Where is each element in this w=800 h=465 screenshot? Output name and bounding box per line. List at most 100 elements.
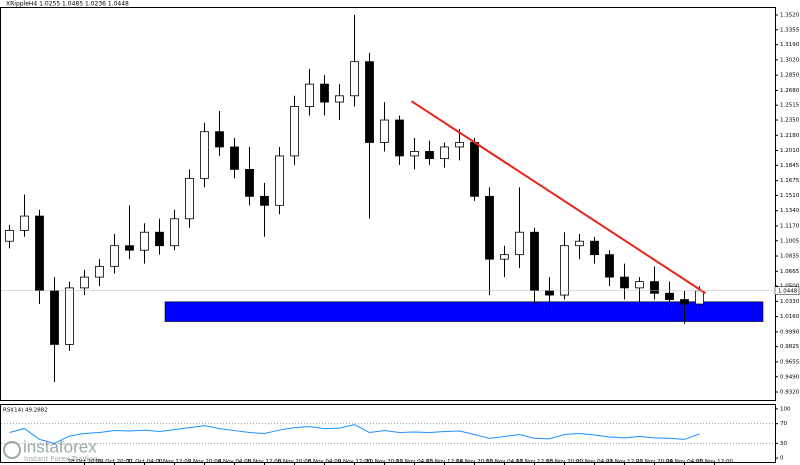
y-tick-label: 0.9490 xyxy=(780,374,800,380)
candle-body xyxy=(560,245,569,296)
x-tick-label: 8 Nov 04:00 xyxy=(308,459,342,465)
candle-body xyxy=(125,245,134,251)
watermark: instaforex Instant Forex Trading xyxy=(3,437,98,463)
candle-body xyxy=(320,83,329,103)
candle-body xyxy=(230,146,239,170)
x-tick-label: 17 Nov 12:00 xyxy=(516,459,554,465)
candle-body xyxy=(290,106,299,157)
candle-body xyxy=(20,215,29,231)
x-tick-label: 12 Nov 04:00 xyxy=(396,459,434,465)
logo-tagline: Instant Forex Trading xyxy=(24,455,98,463)
y-tick-label: 1.1005 xyxy=(780,238,800,244)
y-tick-label: 1.0160 xyxy=(780,314,800,320)
x-tick-label: 20 Nov 04:00 xyxy=(576,459,614,465)
y-tick-label: 1.3020 xyxy=(780,57,800,63)
candle-body xyxy=(215,131,224,148)
candle-body xyxy=(485,195,494,260)
logo-brand: instaforex xyxy=(23,437,97,456)
x-tick-label: 28 Oct 2020 xyxy=(67,459,102,465)
candle-body xyxy=(185,177,194,220)
candle-body xyxy=(260,195,269,206)
candle-body xyxy=(440,146,449,160)
y-tick-label: 1.2515 xyxy=(780,103,800,109)
x-tick-label: 21 Nov 12:00 xyxy=(606,459,644,465)
candle-body xyxy=(110,245,119,267)
candle-body xyxy=(605,254,614,278)
candle-body xyxy=(425,151,434,160)
y-tick-label: 1.3355 xyxy=(780,27,800,33)
candle-body xyxy=(365,61,374,143)
candle-body xyxy=(380,119,389,143)
candle-body xyxy=(455,142,464,148)
candle-body xyxy=(515,231,524,256)
y-tick-label: 1.1340 xyxy=(780,208,800,214)
candle-body xyxy=(545,290,554,296)
candle-body xyxy=(500,254,509,260)
main-panel xyxy=(0,7,776,401)
candle-body xyxy=(80,276,89,289)
x-tick-label: 2 Nov 20:00 xyxy=(188,459,222,465)
candle-body xyxy=(530,231,539,291)
candle-body xyxy=(140,231,149,251)
candle-body xyxy=(245,168,254,197)
y-tick-label: 0.9825 xyxy=(780,344,800,350)
candle-body xyxy=(470,142,479,197)
x-tick-label: 14 Nov 20:00 xyxy=(456,459,494,465)
y-tick-label: 0.9990 xyxy=(780,329,800,335)
candle-body xyxy=(305,83,314,107)
y-tick-label: 1.1510 xyxy=(780,193,800,199)
y-tick-label: 1.2680 xyxy=(780,88,800,94)
candle-body xyxy=(275,155,284,206)
support-zone xyxy=(164,301,764,322)
rsi-line xyxy=(9,424,700,444)
candle-body xyxy=(620,276,629,289)
rsi-tick-label: 70 xyxy=(780,421,787,427)
y-tick-label: 1.2350 xyxy=(780,118,800,124)
chart-title: XRippleH4 1.0255 1.0485 1.0236 1.0448 xyxy=(6,1,129,8)
y-tick-label: 0.9655 xyxy=(780,359,800,365)
candle-body xyxy=(665,292,674,300)
x-tick-label: 25 Nov 12:00 xyxy=(696,459,734,465)
candle-body xyxy=(95,265,104,278)
candle-body xyxy=(350,61,359,97)
candle-body xyxy=(35,215,44,291)
candle-body xyxy=(50,290,59,345)
x-tick-label: 24 Nov 04:00 xyxy=(666,459,704,465)
x-tick-label: 13 Nov 12:00 xyxy=(426,459,464,465)
y-tick-label: 1.2850 xyxy=(780,73,800,79)
candle-body xyxy=(5,230,14,242)
x-tick-label: 29 Oct 20:00 xyxy=(97,459,133,465)
y-tick-label: 1.0330 xyxy=(780,299,800,305)
rsi-tick-label: 100 xyxy=(780,406,791,412)
candle-body xyxy=(155,231,164,247)
trendline xyxy=(410,100,707,295)
candle-body xyxy=(635,281,644,289)
x-tick-label: 1 Nov 12:00 xyxy=(158,459,192,465)
x-tick-label: 5 Nov 12:00 xyxy=(248,459,282,465)
candle-body xyxy=(170,218,179,247)
candle-body xyxy=(65,287,74,345)
candle-body xyxy=(410,151,419,157)
candle-body xyxy=(680,299,689,305)
x-tick-label: 10 Nov 20:00 xyxy=(366,459,404,465)
candle-body xyxy=(200,131,209,179)
y-tick-label: 1.3520 xyxy=(780,13,800,19)
candle-body xyxy=(575,240,584,247)
y-tick-label: 1.0665 xyxy=(780,269,800,275)
y-tick-label: 1.2010 xyxy=(780,148,800,154)
rsi-panel xyxy=(0,404,776,463)
x-tick-label: 18 Nov 20:00 xyxy=(546,459,584,465)
y-tick-label: 1.1845 xyxy=(780,163,800,169)
y-tick-label: 1.3190 xyxy=(780,42,800,48)
x-tick-label: 22 Nov 20:00 xyxy=(636,459,674,465)
candle-body xyxy=(590,240,599,256)
y-tick-label: 1.1675 xyxy=(780,178,800,184)
y-tick-label: 1.2180 xyxy=(780,133,800,139)
x-tick-label: 16 Nov 04:00 xyxy=(486,459,524,465)
rsi-tick-label: 30 xyxy=(780,441,787,447)
x-tick-label: 4 Nov 04:00 xyxy=(218,459,252,465)
logo-icon xyxy=(3,441,21,459)
x-tick-label: 6 Nov 20:00 xyxy=(278,459,312,465)
rsi-tick-label: 0 xyxy=(780,456,784,462)
